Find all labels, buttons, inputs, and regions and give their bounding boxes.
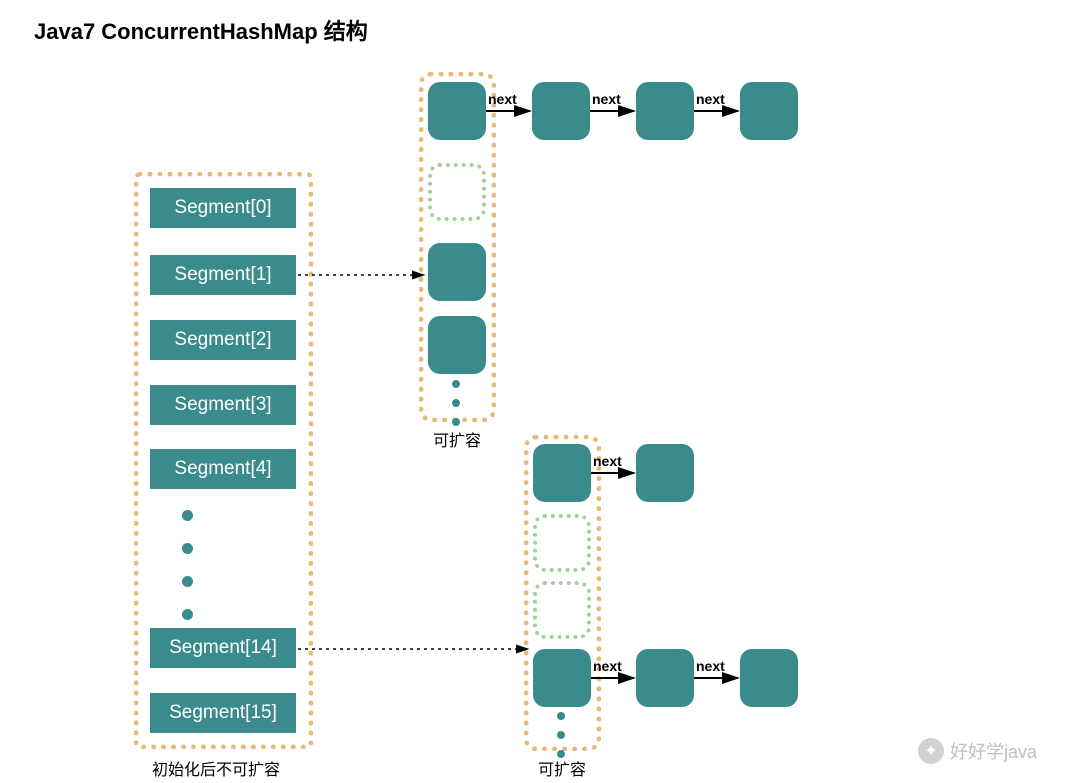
bucket-bottom-label: 可扩容 (538, 756, 586, 780)
segment-box: Segment[2] (150, 320, 296, 360)
next-label: next (593, 453, 622, 469)
next-label: next (696, 658, 725, 674)
diagram-title: Java7 ConcurrentHashMap 结构 (34, 14, 368, 46)
next-label: next (592, 91, 621, 107)
chain-node (636, 444, 694, 502)
chain-node (740, 82, 798, 140)
bucket-node (533, 649, 591, 707)
bucket-bottom-ellipsis-icon (557, 712, 565, 758)
chain-node (636, 649, 694, 707)
chain-node (532, 82, 590, 140)
bucket-empty-slot (533, 581, 591, 639)
segment-box: Segment[0] (150, 188, 296, 228)
bucket-top-label: 可扩容 (433, 427, 481, 451)
segment-ellipsis-icon (182, 510, 193, 620)
wechat-icon: ✦ (918, 738, 944, 764)
chain-node (636, 82, 694, 140)
segment-box: Segment[1] (150, 255, 296, 295)
segment-box: Segment[14] (150, 628, 296, 668)
bucket-node (428, 316, 486, 374)
next-label: next (488, 91, 517, 107)
segment-box: Segment[15] (150, 693, 296, 733)
segment-footer-label: 初始化后不可扩容 (152, 756, 280, 780)
bucket-top-ellipsis-icon (452, 380, 460, 426)
watermark: ✦ 好好学java (918, 738, 1037, 764)
bucket-node (428, 82, 486, 140)
chain-node (740, 649, 798, 707)
next-label: next (593, 658, 622, 674)
bucket-empty-slot (428, 163, 486, 221)
bucket-node (428, 243, 486, 301)
next-label: next (696, 91, 725, 107)
watermark-text: 好好学java (950, 738, 1037, 764)
bucket-empty-slot (533, 514, 591, 572)
segment-box: Segment[4] (150, 449, 296, 489)
segment-box: Segment[3] (150, 385, 296, 425)
bucket-node (533, 444, 591, 502)
